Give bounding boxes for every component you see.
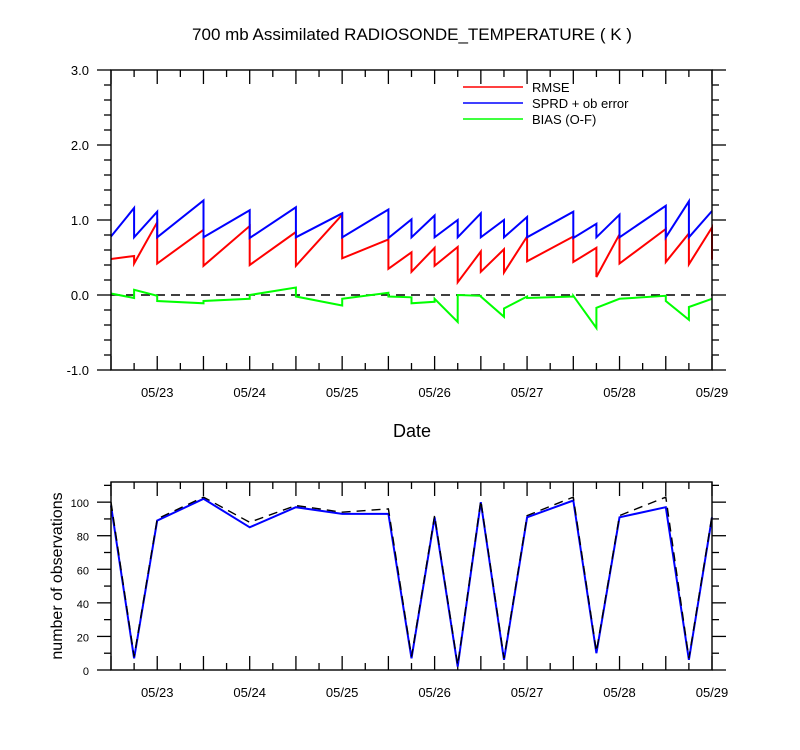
bottom-plot-frame (110, 481, 713, 671)
bottom-x-tick-labels: 05/23 05/24 05/25 05/26 05/27 05/28 05/29 (141, 685, 728, 700)
series-line-sprd-ob-error (110, 197, 713, 241)
chart-title: 700 mb Assimilated RADIOSONDE_TEMPERATUR… (192, 25, 632, 44)
x-tick-label: 05/28 (603, 385, 636, 400)
series-line-rmse (110, 212, 713, 286)
x-tick-label: 05/23 (141, 385, 174, 400)
x-tick-label: 05/28 (603, 685, 636, 700)
top-panel-series (110, 197, 713, 332)
x-tick-label: 05/27 (511, 685, 544, 700)
y-tick-label: 40 (77, 599, 89, 611)
x-tick-label: 05/25 (326, 685, 359, 700)
x-tick-label: 05/29 (696, 385, 729, 400)
bottom-panel-series (110, 496, 713, 667)
y-axis-label-observations: number of observations (49, 492, 66, 659)
y-tick-label: 3.0 (71, 63, 89, 78)
top-panel-tickmarks (97, 69, 726, 371)
legend-label: SPRD + ob error (532, 96, 629, 111)
x-tick-label: 05/25 (326, 385, 359, 400)
x-axis-label: Date (393, 421, 431, 441)
y-tick-label: 0 (83, 666, 89, 678)
y-tick-label: 100 (71, 498, 89, 510)
x-tick-label: 05/24 (233, 685, 266, 700)
x-tick-label: 05/26 (418, 385, 451, 400)
legend-label: BIAS (O-F) (532, 112, 596, 127)
series-line-solid (110, 497, 713, 667)
y-tick-label: 2.0 (71, 138, 89, 153)
y-tick-label: 20 (77, 632, 89, 644)
x-tick-label: 05/23 (141, 685, 174, 700)
top-plot-frame (110, 69, 713, 371)
bottom-panel-tickmarks (97, 482, 726, 671)
legend-label: RMSE (532, 80, 570, 95)
series-line-dashed (110, 496, 713, 666)
y-tick-label: 80 (77, 532, 89, 544)
series-line-bias-o-f (110, 286, 713, 332)
y-tick-label: 60 (77, 565, 89, 577)
x-tick-label: 05/26 (418, 685, 451, 700)
x-tick-label: 05/27 (511, 385, 544, 400)
y-tick-label: 1.0 (71, 213, 89, 228)
y-tick-label: 0.0 (71, 288, 89, 303)
top-x-tick-labels: 05/23 05/24 05/25 05/26 05/27 05/28 05/29 (141, 385, 728, 400)
bottom-y-tick-labels: 0 20 40 60 80 100 (71, 498, 89, 678)
top-y-tick-labels: -1.0 0.0 1.0 2.0 3.0 (67, 63, 89, 378)
x-tick-label: 05/24 (233, 385, 266, 400)
y-tick-label: -1.0 (67, 363, 89, 378)
x-tick-label: 05/29 (696, 685, 729, 700)
